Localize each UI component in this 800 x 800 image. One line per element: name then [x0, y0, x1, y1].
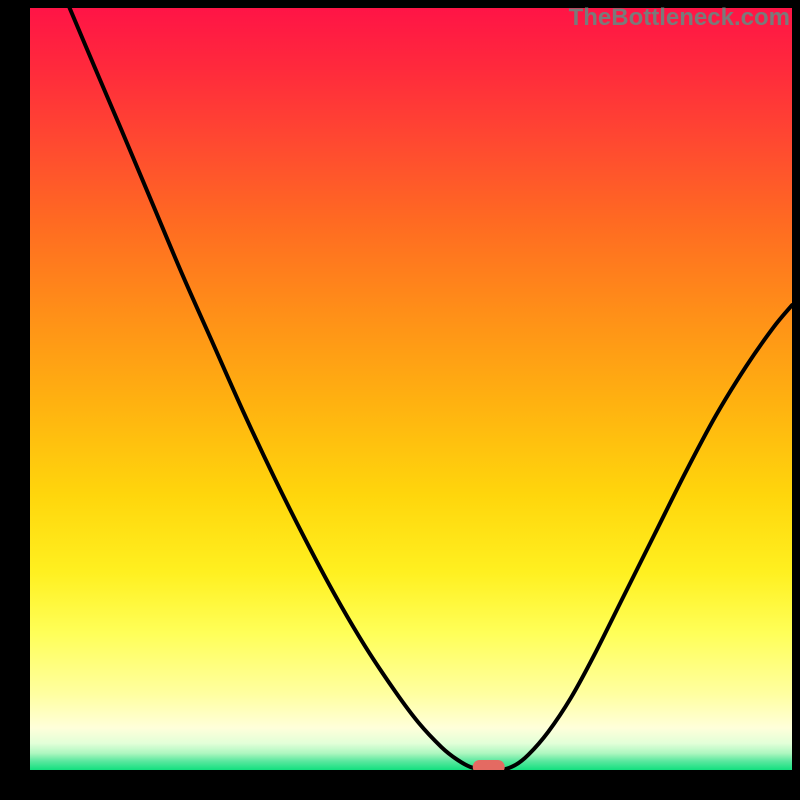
chart-frame: TheBottleneck.com [0, 0, 800, 800]
gradient-background [30, 8, 792, 770]
plot-area [30, 8, 792, 770]
chart-svg [30, 8, 792, 770]
optimal-marker [473, 760, 505, 770]
watermark-text: TheBottleneck.com [569, 4, 790, 32]
